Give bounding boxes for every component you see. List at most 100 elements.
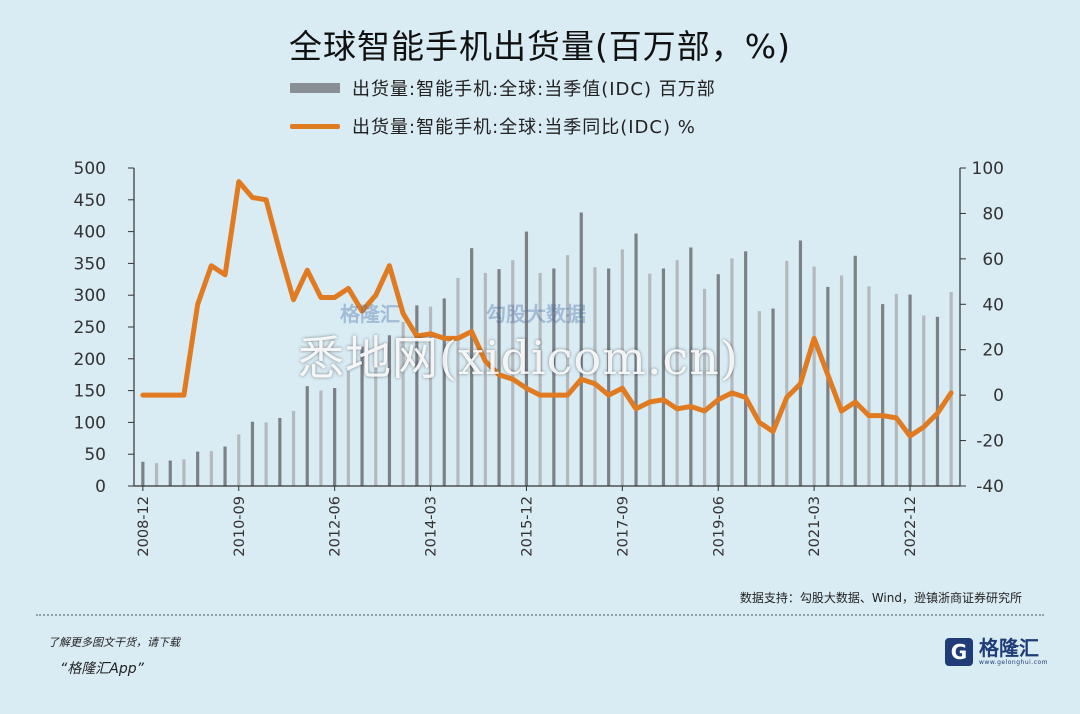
right-y-axis: -40 -20 0 20 40 60 80 100 xyxy=(959,159,1004,497)
legend-line-swatch xyxy=(290,123,340,129)
bar xyxy=(497,269,501,486)
bar xyxy=(237,434,241,486)
bar xyxy=(935,316,940,486)
bar xyxy=(675,260,679,486)
left-tick-label: 200 xyxy=(74,350,106,370)
bar xyxy=(264,422,268,486)
legend-line-label: 出货量:智能手机:全球:当季同比(IDC) % xyxy=(352,117,696,138)
promo-line-1: 了解更多图文干货，请下载 xyxy=(48,636,180,649)
bar xyxy=(593,267,597,486)
right-tick-label: 20 xyxy=(982,341,1004,361)
left-tick-label: 150 xyxy=(74,382,106,402)
left-y-axis: 0 50 100 150 200 250 300 350 400 450 500 xyxy=(74,159,135,497)
bar xyxy=(826,286,830,486)
x-axis: 2008-12 2010-09 2012-06 2014-03 2015-12 2017-… xyxy=(134,485,960,557)
right-tick-label: 40 xyxy=(982,295,1004,315)
bar xyxy=(182,459,186,486)
bar xyxy=(360,346,364,486)
bar xyxy=(401,321,405,486)
left-tick-label: 250 xyxy=(74,318,106,338)
watermark-logo-right: 勾股大数据 xyxy=(486,302,586,326)
logo-mark-icon: G xyxy=(945,637,973,666)
watermark-logo-left: 格隆汇 xyxy=(340,302,400,326)
left-tick-label: 300 xyxy=(74,286,106,306)
promo-line-2: “格隆汇App” xyxy=(60,661,144,677)
legend-bar-label: 出货量:智能手机:全球:当季值(IDC) 百万部 xyxy=(352,79,716,100)
bar xyxy=(881,304,885,486)
line-series xyxy=(140,179,954,439)
bar xyxy=(223,446,227,486)
bar xyxy=(716,274,720,486)
legend-item-line: 出货量:智能手机:全球:当季同比(IDC) % xyxy=(290,114,696,138)
x-tick-label: 2012-06 xyxy=(328,496,344,557)
bar xyxy=(839,275,844,486)
right-tick-label: -40 xyxy=(976,477,1004,497)
bar xyxy=(607,268,611,486)
bar xyxy=(922,315,926,486)
bar xyxy=(415,305,419,486)
bar xyxy=(771,308,775,486)
bar xyxy=(908,294,912,486)
left-tick-label: 100 xyxy=(74,413,106,433)
bar xyxy=(798,240,803,486)
bar-series xyxy=(141,212,953,486)
bar xyxy=(661,268,666,486)
source-note: 数据支持：勾股大数据、Wind，逊镇浙商证券研究所 xyxy=(739,591,1022,605)
bar xyxy=(333,388,337,486)
bar xyxy=(305,386,309,486)
bar xyxy=(442,298,446,486)
bar xyxy=(141,461,145,486)
legend-bar-swatch xyxy=(290,83,340,93)
bar xyxy=(785,260,789,486)
bar xyxy=(483,272,487,486)
bar xyxy=(374,348,378,486)
bar xyxy=(456,278,460,486)
right-tick-label: 0 xyxy=(993,386,1004,406)
left-tick-label: 400 xyxy=(74,223,106,243)
x-tick-label: 2022-12 xyxy=(903,496,919,557)
bar xyxy=(867,286,871,486)
bar xyxy=(196,451,200,486)
bar xyxy=(744,251,748,486)
logo-url: www.gelonghui.com xyxy=(979,659,1049,666)
bar xyxy=(730,258,734,486)
bar xyxy=(428,306,433,486)
x-tick-label: 2010-09 xyxy=(232,496,248,557)
logo-name: 格隆汇 xyxy=(979,636,1039,660)
bar xyxy=(894,293,898,486)
x-tick-label: 2021-03 xyxy=(807,496,823,557)
chart-title: 全球智能手机出货量(百万部，%) xyxy=(288,27,792,66)
bar xyxy=(949,292,953,486)
bar xyxy=(346,370,350,486)
bar xyxy=(387,335,392,486)
bar xyxy=(689,247,693,486)
brand-logo[interactable]: G 格隆汇 www.gelonghui.com xyxy=(945,637,1048,666)
left-tick-label: 500 xyxy=(74,159,106,179)
bar xyxy=(168,460,172,486)
watermark-text: 悉地网(xidicom.cn) xyxy=(298,331,739,385)
combo-chart: 0 50 100 150 200 250 300 350 400 450 500 -40 -20 0 20… xyxy=(74,159,1004,557)
bar xyxy=(812,266,816,486)
bar xyxy=(579,212,583,486)
bar xyxy=(648,273,652,486)
bar xyxy=(209,451,213,486)
x-tick-label: 2014-03 xyxy=(424,496,440,557)
bar xyxy=(278,417,282,486)
bar xyxy=(154,463,159,486)
bar xyxy=(552,268,556,486)
right-tick-label: -20 xyxy=(976,432,1004,452)
right-tick-label: 100 xyxy=(972,159,1004,179)
left-tick-label: 0 xyxy=(95,477,106,497)
bar xyxy=(538,272,542,486)
bar xyxy=(620,249,624,486)
bar xyxy=(757,311,761,486)
x-tick-label: 2019-06 xyxy=(711,496,727,557)
x-tick-label: 2015-12 xyxy=(520,496,536,557)
bar xyxy=(853,255,857,486)
bar xyxy=(250,421,255,486)
bar xyxy=(291,410,296,486)
bar xyxy=(634,233,638,486)
x-tick-label: 2008-12 xyxy=(136,496,152,557)
bar xyxy=(702,288,707,486)
left-tick-label: 50 xyxy=(84,445,106,465)
